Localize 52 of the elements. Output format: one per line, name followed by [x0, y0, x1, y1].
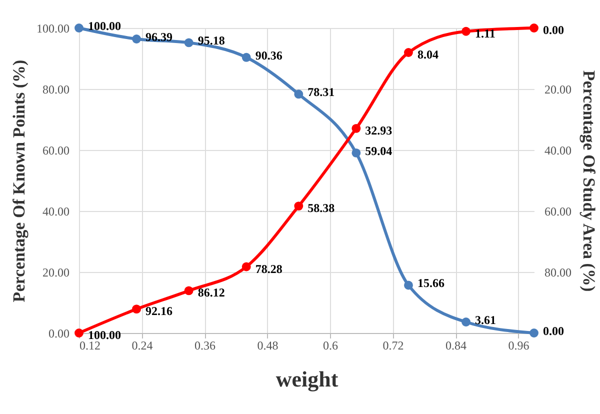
point	[184, 286, 194, 296]
y-axis-title: Percentage Of Known Points (%)	[10, 60, 28, 302]
point	[530, 24, 538, 32]
point	[294, 202, 304, 211]
data-label: 100.00	[88, 19, 121, 33]
y-tick-label: 40.00	[42, 204, 70, 218]
x-tick-label: 0.24	[132, 338, 153, 352]
data-label: 8.04	[417, 48, 438, 62]
point	[404, 280, 413, 290]
data-label: 0.00	[543, 324, 564, 338]
x-tick-label: 0.84	[446, 338, 467, 352]
point	[132, 34, 141, 44]
x-tick-label: 0.36	[194, 338, 216, 352]
point	[242, 262, 251, 272]
y-tick-label: 20.00	[42, 266, 70, 280]
data-label: 92.16	[146, 304, 173, 318]
y2-tick-label: 80.00	[544, 266, 572, 280]
y2-axis-title: Percentage Of Study Area (%)	[580, 70, 598, 292]
point	[184, 38, 194, 48]
point	[242, 52, 251, 62]
y-tick-label: 80.00	[42, 82, 70, 96]
data-label: 3.61	[475, 312, 496, 327]
x-tick-label: 0.72	[382, 338, 404, 352]
data-label: 0.00	[543, 23, 564, 37]
point	[404, 48, 413, 57]
data-label: 78.31	[308, 85, 335, 100]
point	[352, 148, 361, 158]
data-label: 78.28	[255, 262, 282, 276]
data-label: 15.66	[417, 276, 444, 290]
point	[462, 26, 470, 36]
point	[74, 24, 84, 32]
data-label: 86.12	[198, 286, 225, 300]
data-label: 59.04	[365, 144, 392, 158]
x-tick-label: 0.6	[323, 338, 338, 352]
x-tick-label: 0.48	[257, 338, 278, 352]
point	[294, 90, 304, 99]
x-tick-label: 0.96	[508, 338, 530, 352]
y-tick-label: 100.00	[36, 22, 70, 36]
y2-tick-label: 60.00	[544, 204, 572, 218]
y2-tick-label: 20.00	[544, 82, 572, 96]
data-label: 90.36	[255, 48, 282, 62]
data-label: 95.18	[198, 34, 225, 48]
y-tick-label: 60.00	[42, 144, 70, 158]
point	[132, 304, 141, 314]
data-label: 32.93	[365, 123, 392, 138]
y-tick-label: 0.00	[48, 326, 70, 340]
x-axis-title: weight	[276, 366, 339, 392]
y2-tick-label: 40.00	[544, 144, 572, 158]
data-label: 58.38	[308, 201, 335, 216]
point	[462, 318, 470, 326]
point	[352, 124, 361, 133]
point	[530, 328, 538, 338]
